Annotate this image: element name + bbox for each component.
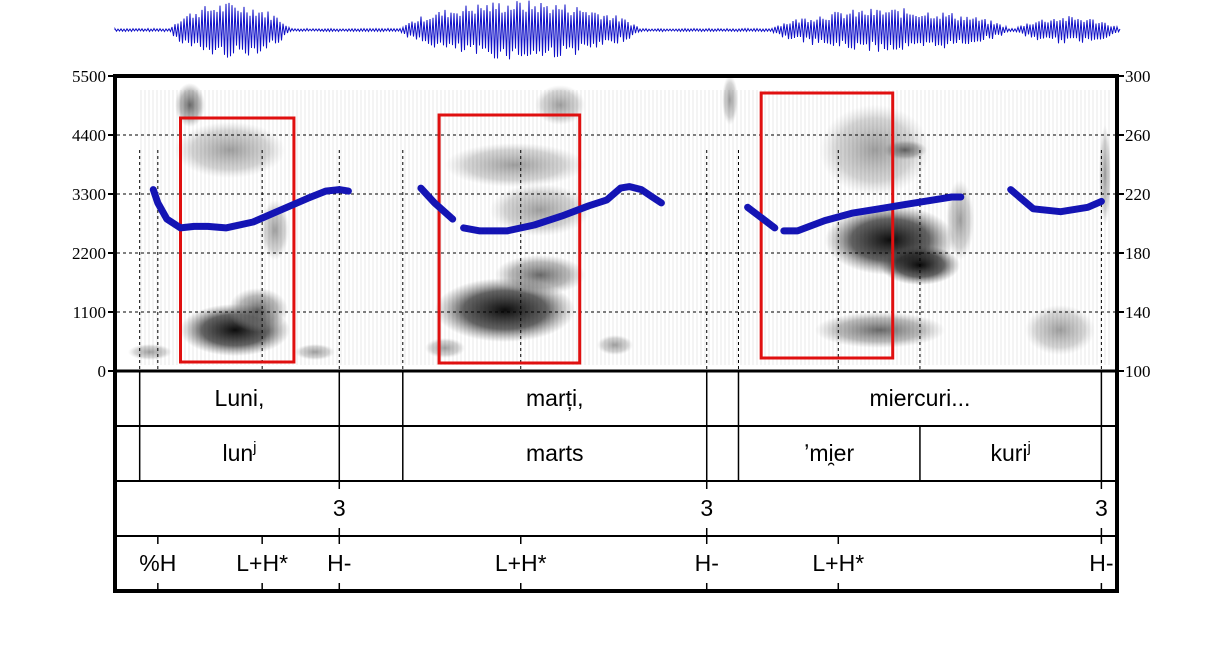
point-label: H-	[1089, 550, 1113, 576]
interval-label: lunj	[222, 439, 256, 466]
right-axis-tick-label: 220	[1125, 185, 1151, 204]
point-label: L+H*	[495, 550, 547, 576]
right-axis-tick-label: 180	[1125, 244, 1151, 263]
pitch-segment	[149, 186, 352, 232]
pitch-segment	[417, 184, 457, 223]
interval-label: Luni,	[215, 385, 265, 411]
interval-label: marți,	[526, 385, 584, 411]
point-label: H-	[327, 550, 351, 576]
spectrogram	[128, 75, 1111, 365]
left-axis-tick-label: 4400	[72, 126, 106, 145]
highlight-box	[759, 91, 895, 360]
point-label: %H	[139, 550, 176, 576]
left-axis-tick-label: 0	[98, 362, 107, 381]
textgrid: Luni, marți, miercuri... lunj marts ʼmi̯er kur…	[115, 371, 1117, 591]
interval-label: ʼmi̯er	[804, 440, 854, 466]
point-label: L+H*	[812, 550, 864, 576]
highlight-box	[437, 113, 582, 365]
left-axis: 0 1100 2200 3300 4400 5500	[72, 67, 117, 381]
pitch-segment	[780, 193, 965, 235]
highlight-boxes	[179, 91, 895, 365]
highlight-box	[179, 116, 296, 364]
point-label: 3	[333, 495, 346, 521]
right-axis: 100 140 180 220 260 300	[1115, 67, 1151, 381]
pitch-segment	[1007, 186, 1105, 216]
figure-frame	[113, 74, 1119, 593]
waveform-trace	[114, 0, 1121, 60]
interval-label: miercuri...	[869, 385, 970, 411]
pitch-contour	[149, 183, 1105, 235]
left-axis-tick-label: 2200	[72, 244, 106, 263]
point-label: 3	[700, 495, 713, 521]
right-axis-tick-label: 140	[1125, 303, 1151, 322]
point-label: L+H*	[236, 550, 288, 576]
pitch-segment	[744, 203, 779, 232]
waveform	[114, 0, 1121, 60]
pitch-segment	[460, 183, 665, 235]
right-axis-tick-label: 260	[1125, 126, 1151, 145]
interval-label: marts	[526, 440, 584, 466]
left-axis-tick-label: 5500	[72, 67, 106, 86]
point-label: 3	[1095, 495, 1108, 521]
interval-label: kurij	[990, 439, 1030, 466]
left-axis-tick-label: 3300	[72, 185, 106, 204]
right-axis-tick-label: 100	[1125, 362, 1151, 381]
left-axis-tick-label: 1100	[73, 303, 106, 322]
right-axis-tick-label: 300	[1125, 67, 1151, 86]
point-label: H-	[695, 550, 719, 576]
